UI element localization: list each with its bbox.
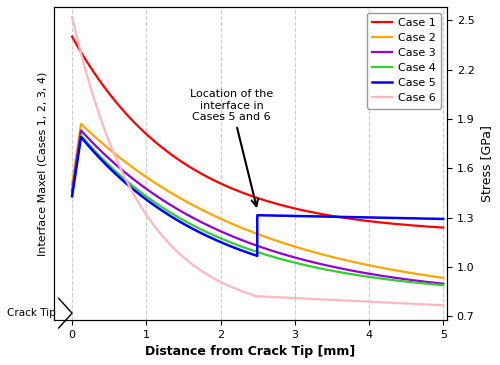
Case 5 [344, 215, 350, 219]
Case 4 [364, 274, 370, 279]
Case 3 [288, 254, 294, 259]
Case 2 [88, 131, 94, 135]
Case 1 [364, 219, 370, 223]
Line: Case 5: Case 5 [72, 137, 443, 256]
Case 3 [88, 139, 94, 143]
Case 2 [204, 210, 210, 214]
Y-axis label: Interface Maxel (Cases 1, 2, 3, 4): Interface Maxel (Cases 1, 2, 3, 4) [38, 71, 48, 255]
Case 1 [344, 216, 350, 220]
Case 5 [364, 215, 370, 220]
Case 6 [364, 299, 370, 304]
Case 4 [69, 194, 75, 199]
Case 5 [289, 214, 295, 218]
Case 2 [288, 243, 294, 248]
Case 4 [78, 133, 84, 138]
Case 4 [288, 260, 294, 264]
Case 4 [204, 230, 210, 234]
Case 4 [344, 271, 350, 276]
X-axis label: Distance from Crack Tip [mm]: Distance from Crack Tip [mm] [145, 345, 356, 358]
Case 5 [78, 135, 84, 139]
Case 6 [305, 296, 311, 301]
Case 1 [440, 225, 446, 230]
Case 2 [69, 182, 75, 187]
Case 2 [78, 122, 84, 126]
Case 1 [88, 65, 94, 70]
Case 6 [88, 86, 94, 90]
Line: Case 3: Case 3 [72, 130, 443, 284]
Legend: Case 1, Case 2, Case 3, Case 4, Case 5, Case 6: Case 1, Case 2, Case 3, Case 4, Case 5, … [367, 12, 442, 109]
Line: Case 4: Case 4 [72, 135, 443, 285]
Case 4 [440, 283, 446, 287]
Case 1 [288, 205, 294, 210]
Line: Case 6: Case 6 [72, 17, 443, 305]
Case 3 [364, 271, 370, 276]
Case 1 [204, 174, 210, 178]
Text: Crack Tip: Crack Tip [7, 308, 56, 318]
Case 5 [254, 254, 260, 258]
Case 5 [204, 234, 210, 238]
Case 5 [88, 146, 94, 151]
Case 1 [305, 209, 311, 214]
Case 6 [69, 15, 75, 19]
Y-axis label: Stress [GPa]: Stress [GPa] [480, 125, 493, 202]
Case 3 [305, 259, 311, 263]
Case 5 [440, 217, 446, 221]
Case 2 [440, 276, 446, 280]
Case 6 [288, 296, 294, 300]
Case 3 [204, 223, 210, 227]
Case 1 [69, 34, 75, 39]
Case 3 [440, 281, 446, 286]
Case 3 [78, 128, 84, 132]
Case 2 [344, 258, 350, 263]
Case 4 [305, 264, 311, 268]
Line: Case 2: Case 2 [72, 124, 443, 278]
Case 5 [69, 194, 75, 199]
Case 6 [344, 299, 350, 303]
Line: Case 1: Case 1 [72, 36, 443, 227]
Case 6 [204, 272, 210, 276]
Case 5 [305, 214, 311, 218]
Text: Location of the
interface in
Cases 5 and 6: Location of the interface in Cases 5 and… [190, 89, 274, 206]
Case 2 [364, 263, 370, 267]
Case 2 [305, 248, 311, 253]
Case 6 [440, 303, 446, 307]
Case 4 [88, 144, 94, 149]
Case 3 [69, 189, 75, 193]
Case 3 [344, 268, 350, 272]
